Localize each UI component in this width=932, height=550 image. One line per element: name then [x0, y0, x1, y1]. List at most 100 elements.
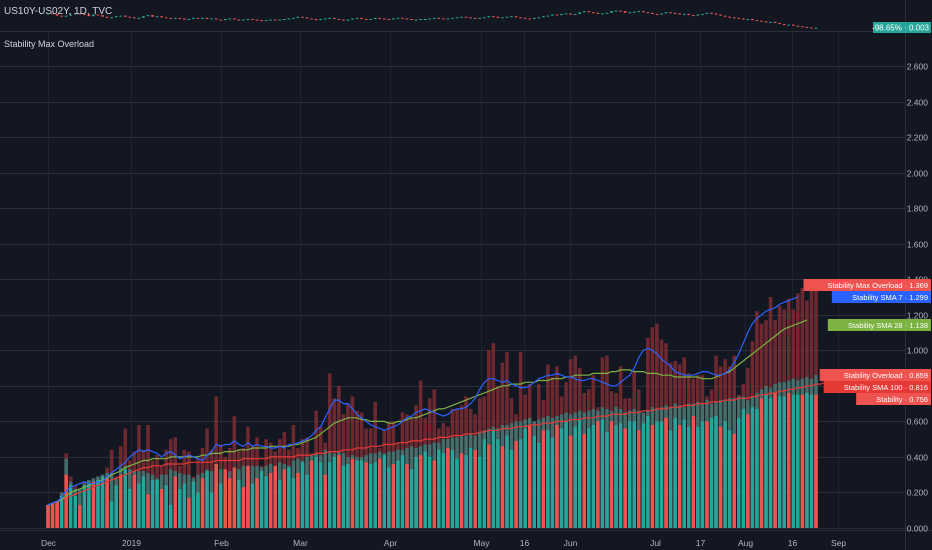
price-candle: [287, 18, 291, 20]
bar-stability: [364, 462, 368, 528]
bar-stability: [659, 421, 664, 528]
price-candle: [214, 18, 218, 20]
last-value-label-text: Stability Max Overload · 1.369: [828, 281, 928, 290]
bar-stability: [159, 488, 164, 528]
x-tick-label: Mar: [293, 538, 308, 548]
price-candle: [223, 19, 227, 21]
last-value-label: Stability SMA 100 · 0.816: [823, 381, 931, 393]
last-value-label-bg: [803, 279, 931, 291]
bars: [46, 284, 818, 528]
bar-stability: [323, 474, 327, 528]
bar-stability: [87, 483, 91, 528]
price-candle: [137, 17, 141, 19]
bar-stability: [182, 483, 187, 528]
price-candle: [123, 15, 127, 17]
last-value-label: Stability · 0.756: [856, 393, 931, 405]
price-candle: [133, 17, 136, 19]
bar-stability: [805, 392, 809, 528]
last-value-label-text: Stability SMA 28 · 1.138: [848, 321, 928, 330]
bar-stability: [91, 481, 96, 528]
x-tick-label: Aug: [738, 538, 753, 548]
price-candle: [319, 19, 322, 21]
bar-stability: [59, 496, 64, 528]
bar-stability: [368, 464, 373, 528]
last-value-label: Stability Max Overload · 1.369: [803, 279, 931, 291]
price-candle: [464, 16, 468, 18]
price-candle: [142, 16, 145, 18]
last-value-label-text: Stability · 0.756: [876, 395, 928, 404]
bar-stability: [468, 448, 473, 528]
bar-stability: [686, 426, 691, 528]
price-candle: [278, 19, 282, 21]
sma100-line: [47, 381, 826, 506]
bar-stability: [509, 449, 514, 528]
bar-stability: [482, 439, 487, 528]
bar-stability: [605, 432, 609, 528]
price-candle: [492, 16, 495, 18]
symbol-label: US10Y-US02Y, 1D, TVC: [4, 6, 113, 17]
bar-stability: [246, 465, 250, 528]
bar-stability: [791, 394, 796, 528]
bar-stability: [459, 453, 464, 528]
price-candle: [573, 13, 577, 15]
price-candle: [555, 14, 559, 16]
x-tick-label: Jul: [650, 538, 661, 548]
y-tick-label: 2.600: [907, 62, 929, 72]
bar-stability: [623, 428, 627, 528]
price-candle: [301, 16, 304, 18]
price-candle: [342, 19, 345, 21]
price-candles: [46, 10, 818, 29]
y-tick-label: 0.000: [907, 524, 929, 534]
price-candle: [496, 16, 500, 18]
bar-stability: [487, 444, 491, 528]
bar-stability: [764, 394, 768, 528]
price-candle: [737, 17, 741, 19]
price-candle: [628, 12, 631, 14]
bar-stability: [591, 424, 596, 528]
last-value-label-text: Stability Overload · 0.859: [844, 371, 928, 380]
bar-stability: [723, 421, 727, 528]
bar-stability: [228, 478, 232, 528]
bar-stability: [268, 472, 273, 528]
grid-lines: [0, 32, 905, 530]
price-candle: [260, 20, 263, 22]
price-candle: [55, 13, 59, 16]
price-candle: [151, 15, 154, 17]
price-candle: [773, 21, 777, 23]
bar-stability: [350, 458, 355, 528]
bar-stability: [814, 394, 818, 528]
price-candle: [437, 17, 441, 19]
bar-stability: [800, 394, 805, 528]
bar-stability: [496, 439, 500, 528]
sma7-line: [47, 296, 799, 506]
x-tick-label: 2019: [122, 538, 141, 548]
bar-stability: [173, 476, 178, 528]
last-value-label: Stability SMA 7 · 1.299: [831, 291, 931, 303]
price-candle: [637, 11, 641, 13]
price-candle: [664, 12, 668, 14]
price-candle: [596, 12, 600, 14]
price-candle: [60, 15, 63, 17]
bar-stability: [414, 456, 418, 528]
price-candle: [51, 13, 54, 15]
price-candle: [469, 17, 472, 19]
price-candle: [432, 17, 436, 19]
bar-stability: [641, 423, 646, 528]
bar-stability: [768, 398, 773, 528]
price-candle: [542, 16, 545, 18]
price-candle: [782, 24, 786, 26]
price-candle: [760, 20, 763, 22]
price-candle: [619, 10, 622, 12]
price-candle: [592, 12, 595, 14]
price-candle: [378, 17, 382, 19]
bar-stability: [146, 494, 150, 528]
bar-stability: [259, 471, 264, 528]
y-tick-label: 1.800: [907, 204, 929, 214]
price-candle: [651, 12, 654, 14]
bar-stability: [396, 460, 400, 528]
bar-stability: [327, 462, 332, 528]
x-tick-label: Feb: [214, 538, 229, 548]
bar-stability: [614, 424, 618, 528]
bar-stability: [555, 424, 559, 528]
